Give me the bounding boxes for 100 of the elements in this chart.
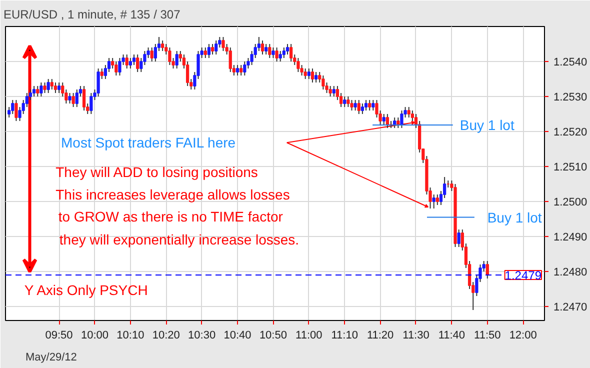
candlestick: [289, 44, 293, 62]
candlestick: [328, 86, 332, 97]
candlestick: [40, 82, 43, 97]
candlestick: [46, 78, 50, 94]
candlestick: [264, 44, 268, 55]
y-tick-label: 1.2520: [554, 126, 588, 138]
y-tick-label: 1.2500: [554, 196, 588, 208]
candlestick: [236, 64, 240, 76]
x-tick-label: 12:00: [509, 330, 537, 342]
candlestick: [332, 86, 336, 97]
ref-line-label: 1.2479: [504, 268, 542, 282]
candlestick: [364, 100, 368, 111]
candlestick: [307, 68, 310, 80]
candlestick: [160, 40, 164, 52]
candlestick: [222, 36, 225, 52]
candlestick: [304, 68, 307, 80]
x-axis-title: May/29/12: [26, 352, 77, 364]
y-tick-label: 1.2490: [554, 232, 588, 244]
x-tick-label: 09:50: [45, 330, 73, 342]
y-tick-label: 1.2510: [554, 162, 588, 174]
x-tick-label: 10:00: [80, 330, 109, 342]
candlestick: [354, 100, 357, 111]
annotation: they will exponentially increase losses.: [59, 231, 300, 248]
x-tick-label: 11:00: [296, 330, 322, 342]
candlestick: [240, 64, 243, 76]
candlestick: [310, 68, 314, 83]
candlestick: [168, 47, 172, 66]
candlestick: [314, 72, 318, 83]
candlestick: [132, 54, 136, 66]
y-tick-label: 1.2540: [554, 56, 588, 68]
candlestick: [50, 78, 54, 90]
candlestick: [90, 92, 93, 114]
candlestick: [260, 40, 264, 55]
x-tick-label: 10:10: [116, 330, 144, 342]
x-tick-label: 11:40: [438, 330, 466, 342]
x-tick-label: 10:20: [152, 330, 180, 342]
candlestick: [243, 61, 246, 76]
candlestick: [322, 75, 325, 90]
x-tick-label: 11:20: [366, 330, 394, 342]
candlestick: [54, 82, 58, 94]
candlestick: [118, 58, 122, 76]
candlestick: [407, 106, 410, 118]
candlestick: [278, 50, 282, 62]
candlestick: [457, 229, 460, 248]
annotation: This increases leverage allows losses: [56, 186, 290, 202]
candlestick: [100, 68, 104, 80]
candlestick: [343, 96, 346, 108]
candlestick: [214, 40, 218, 55]
x-tick-label: 11:30: [402, 330, 430, 342]
candlestick: [125, 54, 128, 69]
candlestick: [75, 89, 78, 108]
candlestick: [368, 100, 372, 111]
candlestick: [360, 103, 364, 114]
candlestick: [296, 58, 300, 72]
candlestick: [72, 92, 75, 108]
candlestick: [272, 47, 275, 58]
candlestick: [96, 68, 100, 97]
y-tick-label: 1.2530: [554, 92, 588, 104]
candlestick: [275, 47, 278, 62]
annotation: Buy 1 lot: [487, 209, 542, 226]
annotation: Y Axis Only PSYCH: [24, 282, 148, 298]
y-tick-label: 1.2480: [554, 266, 588, 278]
x-tick-label: 11:50: [474, 330, 501, 342]
candlestick: [372, 100, 375, 111]
candlestick: [82, 86, 86, 111]
x-tick-label: 10:50: [259, 330, 287, 342]
annotation: to GROW as there is no TIME factor: [58, 208, 284, 224]
annotation: They will ADD to losing positions: [56, 164, 258, 180]
x-tick-label: 11:10: [331, 330, 358, 342]
candlestick: [150, 47, 154, 62]
candlestick: [268, 44, 272, 58]
candlestick: [36, 86, 40, 97]
candlestick: [286, 44, 290, 55]
candlestick: [114, 61, 118, 76]
candlestick: [57, 82, 61, 94]
x-tick-label: 10:40: [224, 330, 252, 342]
y-tick-label: 1.2470: [554, 302, 588, 314]
candlestick: [32, 86, 36, 97]
candlestick: [346, 96, 350, 108]
candlestick: [382, 114, 386, 125]
candlestick: [11, 100, 14, 114]
candlestick: [207, 44, 211, 58]
candlestick: [204, 47, 207, 58]
x-tick-label: 10:30: [188, 330, 216, 342]
candlestick: [210, 44, 214, 55]
candlestick: [357, 100, 360, 114]
chart-title: EUR/USD , 1 minute, # 135 / 307: [4, 8, 181, 22]
candlestick: [43, 82, 46, 94]
candlestick: [228, 47, 232, 72]
candlestick: [136, 54, 140, 72]
candlestick: [386, 114, 390, 128]
candlestick: [436, 194, 439, 206]
candlestick: [128, 58, 132, 69]
candlestick: [14, 100, 18, 122]
candlestick: [432, 194, 436, 209]
candlestick: [282, 47, 286, 58]
candlestick: [175, 50, 178, 69]
candlestick: [68, 92, 72, 104]
annotation: Most Spot traders FAIL here: [61, 134, 236, 151]
candlestick: [400, 110, 404, 128]
